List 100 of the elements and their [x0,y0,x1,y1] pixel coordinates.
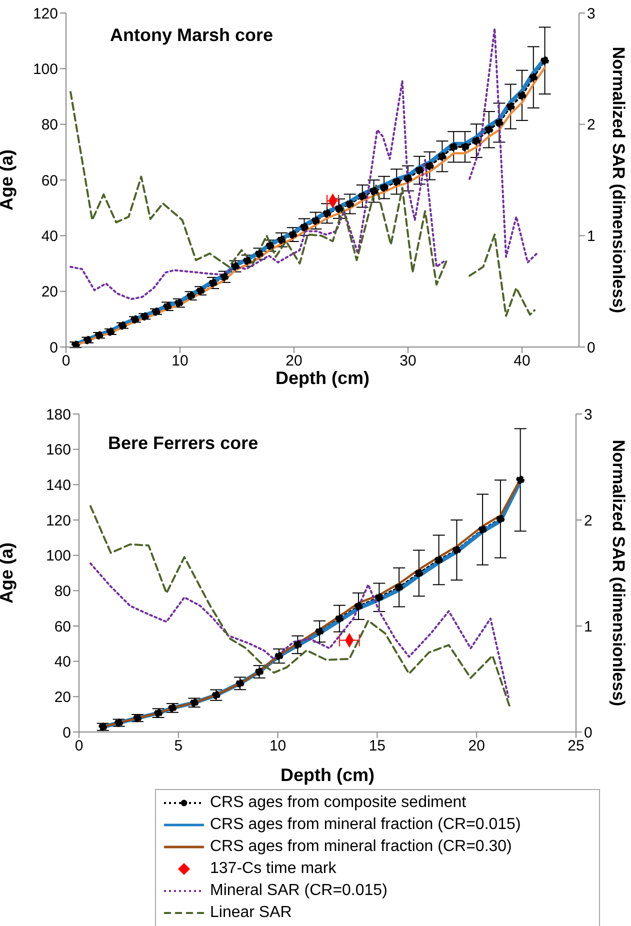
point [152,307,160,316]
point [130,315,140,324]
point [71,340,80,347]
point [374,593,384,602]
point [133,714,142,722]
x-tick-label: 5 [174,738,183,755]
y2-tick-label: 0 [584,724,592,742]
point [83,336,92,344]
x-tick-label: 20 [286,352,302,370]
y-tick-label: 40 [54,654,71,671]
y-tick-label: 60 [54,618,71,636]
text: Bere Ferrers core [108,433,258,454]
text: Antony Marsh core [110,25,274,46]
x-axis-title: Depth (cm) [280,765,375,785]
point [452,546,461,554]
x-tick-label: 15 [368,738,386,755]
point [236,679,244,688]
x-tick-label: 0 [74,738,84,755]
y-tick-label: 100 [32,60,58,78]
y2-axis-title: Normalized SAR (dimensionless) [608,46,628,314]
y2-tick-label: 3 [587,5,596,22]
y-tick-label: 180 [46,406,71,424]
legend-label: CRS ages from mineral fraction (CR=0.30) [210,838,512,856]
y-tick-label: 60 [41,172,58,190]
x-tick-label: 10 [172,352,188,370]
point [529,73,538,82]
x-tick-label: 20 [468,738,485,755]
point [380,183,388,192]
point [392,177,401,186]
point [506,102,515,111]
point [434,556,444,564]
point [425,162,434,170]
point [220,272,229,282]
point [231,262,240,270]
point [274,652,284,660]
point [94,331,104,340]
point [335,614,344,623]
y-tick-label: 120 [46,512,71,530]
point [354,602,363,610]
y-tick-label: 120 [32,5,58,22]
point [190,698,199,707]
point [404,174,412,183]
point [208,278,218,288]
point [140,312,149,321]
point [311,216,320,225]
point [495,118,504,127]
point [438,152,446,161]
point [288,230,298,239]
point [106,327,115,336]
point [334,204,344,213]
y-tick-label: 0 [62,724,71,742]
y2-tick-label: 1 [587,228,596,245]
point [293,640,302,649]
y2-tick-label: 2 [587,116,596,134]
legend-label: Mineral SAR (CR=0.015) [210,882,388,900]
y-tick-label: 40 [41,228,58,245]
point [516,476,525,484]
point [472,136,481,145]
y2-tick-label: 3 [584,406,592,424]
point [370,186,378,196]
y-tick-label: 20 [41,284,58,301]
x-tick-label: 30 [400,352,416,370]
y-tick-label: 80 [54,582,71,600]
x-tick-label: 40 [514,352,530,370]
point [212,690,220,700]
point [114,718,123,728]
x-tick-label: 25 [568,738,584,755]
y-tick-label: 80 [41,116,58,134]
point [243,256,252,265]
y2-tick-label: 2 [584,512,592,530]
legend-label: Linear SAR [210,904,292,922]
point [277,236,286,244]
legend-label: 137-Cs time mark [210,860,336,878]
point [478,525,487,534]
point [460,142,470,152]
y2-axis-title: Normalized SAR (dimensionless) [608,440,628,706]
point [449,142,458,152]
point [315,627,324,636]
legend-label: CRS ages from composite sediment [210,794,466,812]
point [163,302,172,311]
point [98,722,108,732]
point [496,514,505,524]
point [154,708,163,718]
point [118,321,127,330]
line-series [90,562,510,698]
point [415,166,424,174]
point [414,568,424,578]
point [394,583,404,592]
y2-tick-label: 0 [587,339,596,356]
point [322,209,332,218]
y-tick-label: 140 [46,476,71,494]
point [300,222,308,232]
point [346,200,354,208]
y-tick-label: 100 [46,548,71,565]
point [255,250,264,258]
point [168,704,177,712]
y-tick-label: 0 [50,339,58,356]
point [358,192,367,200]
point [540,56,549,65]
point [484,125,494,134]
